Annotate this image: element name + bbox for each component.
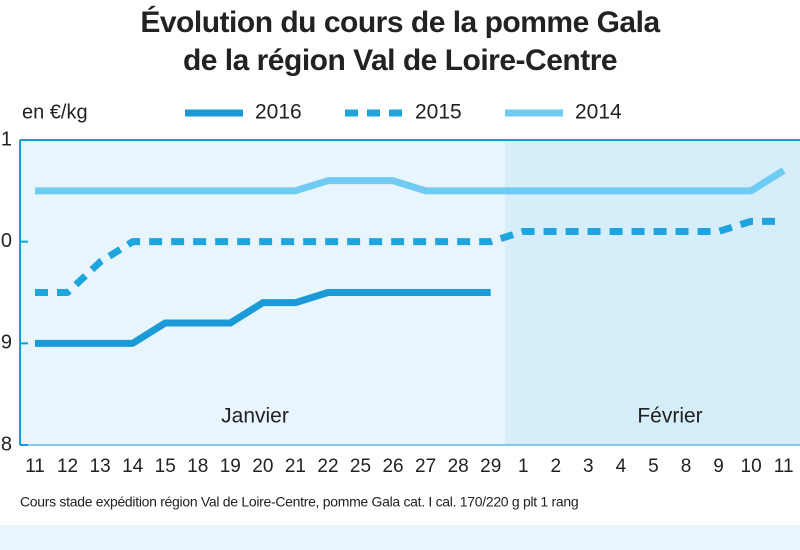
x-tick-label: 19 <box>220 456 241 477</box>
y-tick-label: 0,8 <box>0 433 12 455</box>
series-line <box>35 167 786 195</box>
x-tick-label: 8 <box>681 456 692 477</box>
x-tick-label: 18 <box>187 456 208 477</box>
x-tick-label: 26 <box>382 456 403 477</box>
x-tick-label: 13 <box>90 456 111 477</box>
legend-label: 2015 <box>415 101 462 124</box>
x-tick-label: 12 <box>57 456 78 477</box>
x-tick-label: 9 <box>713 456 724 477</box>
period-label: Février <box>637 405 702 428</box>
x-tick-label: 28 <box>448 456 469 477</box>
x-tick-label: 15 <box>155 456 176 477</box>
x-tick-label: 22 <box>317 456 338 477</box>
series-line <box>35 289 491 347</box>
x-tick-label: 11 <box>25 456 45 477</box>
legend-label: 2016 <box>255 101 302 124</box>
x-tick-label: 29 <box>480 456 501 477</box>
y-tick-label: 1,0 <box>0 230 12 252</box>
x-tick-label: 5 <box>648 456 659 477</box>
x-tick-label: 1 <box>518 456 529 477</box>
period-label: Janvier <box>221 405 289 428</box>
y-tick-label: 1,1 <box>0 128 12 150</box>
y-tick-label: 0,9 <box>0 332 12 354</box>
x-tick-label: 11 <box>774 456 794 477</box>
x-tick-label: 21 <box>285 456 306 477</box>
y-unit: en €/kg <box>22 101 88 123</box>
source-note: Cours stade expédition région Val de Loi… <box>20 494 578 510</box>
chart-title: Évolution du cours de la pomme Gala de l… <box>140 6 660 77</box>
x-tick-label: 27 <box>415 456 436 477</box>
x-tick-label: 3 <box>583 456 594 477</box>
x-tick-label: 14 <box>122 456 144 477</box>
x-tick-label: 25 <box>350 456 371 477</box>
x-tick-label: 10 <box>741 456 762 477</box>
series-line <box>35 217 784 296</box>
footer-band <box>0 525 800 550</box>
legend-label: 2014 <box>575 101 622 124</box>
x-tick-label: 20 <box>252 456 273 477</box>
x-tick-label: 2 <box>551 456 562 477</box>
x-tick-label: 4 <box>616 456 627 477</box>
